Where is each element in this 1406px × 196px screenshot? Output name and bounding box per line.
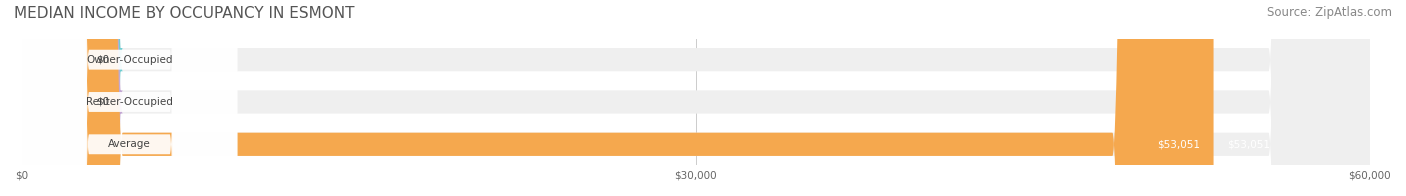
FancyBboxPatch shape [21, 0, 1213, 196]
FancyBboxPatch shape [21, 0, 1369, 196]
Text: $53,051: $53,051 [1227, 139, 1270, 149]
FancyBboxPatch shape [0, 0, 122, 196]
FancyBboxPatch shape [0, 0, 122, 196]
FancyBboxPatch shape [21, 0, 1369, 196]
Text: Owner-Occupied: Owner-Occupied [86, 55, 173, 65]
FancyBboxPatch shape [21, 0, 1369, 196]
Text: MEDIAN INCOME BY OCCUPANCY IN ESMONT: MEDIAN INCOME BY OCCUPANCY IN ESMONT [14, 6, 354, 21]
FancyBboxPatch shape [21, 0, 238, 196]
FancyBboxPatch shape [21, 0, 238, 196]
Text: $53,051: $53,051 [1157, 139, 1201, 149]
Text: Average: Average [108, 139, 150, 149]
Text: $0: $0 [96, 55, 108, 65]
Text: Source: ZipAtlas.com: Source: ZipAtlas.com [1267, 6, 1392, 19]
Text: $0: $0 [96, 97, 108, 107]
Text: Renter-Occupied: Renter-Occupied [86, 97, 173, 107]
FancyBboxPatch shape [21, 0, 238, 196]
